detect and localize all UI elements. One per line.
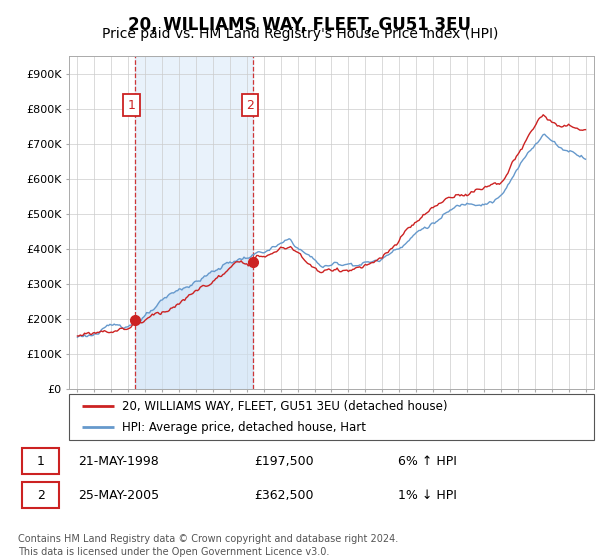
Text: £197,500: £197,500	[254, 455, 314, 468]
FancyBboxPatch shape	[22, 482, 59, 508]
Text: 1: 1	[37, 455, 45, 468]
Text: 25-MAY-2005: 25-MAY-2005	[78, 489, 160, 502]
Text: HPI: Average price, detached house, Hart: HPI: Average price, detached house, Hart	[121, 421, 365, 433]
Text: 6% ↑ HPI: 6% ↑ HPI	[398, 455, 457, 468]
Bar	[135, 56, 253, 389]
Text: 20, WILLIAMS WAY, FLEET, GU51 3EU (detached house): 20, WILLIAMS WAY, FLEET, GU51 3EU (detac…	[121, 400, 447, 413]
FancyBboxPatch shape	[69, 394, 594, 440]
Text: 2: 2	[246, 99, 254, 111]
Text: 21-MAY-1998: 21-MAY-1998	[78, 455, 159, 468]
Text: 1% ↓ HPI: 1% ↓ HPI	[398, 489, 457, 502]
Text: 1: 1	[127, 99, 135, 111]
Text: Contains HM Land Registry data © Crown copyright and database right 2024.
This d: Contains HM Land Registry data © Crown c…	[18, 534, 398, 557]
FancyBboxPatch shape	[22, 448, 59, 474]
Text: 2: 2	[37, 489, 45, 502]
Text: Price paid vs. HM Land Registry's House Price Index (HPI): Price paid vs. HM Land Registry's House …	[102, 27, 498, 41]
Text: 20, WILLIAMS WAY, FLEET, GU51 3EU: 20, WILLIAMS WAY, FLEET, GU51 3EU	[128, 16, 472, 34]
Text: £362,500: £362,500	[254, 489, 313, 502]
